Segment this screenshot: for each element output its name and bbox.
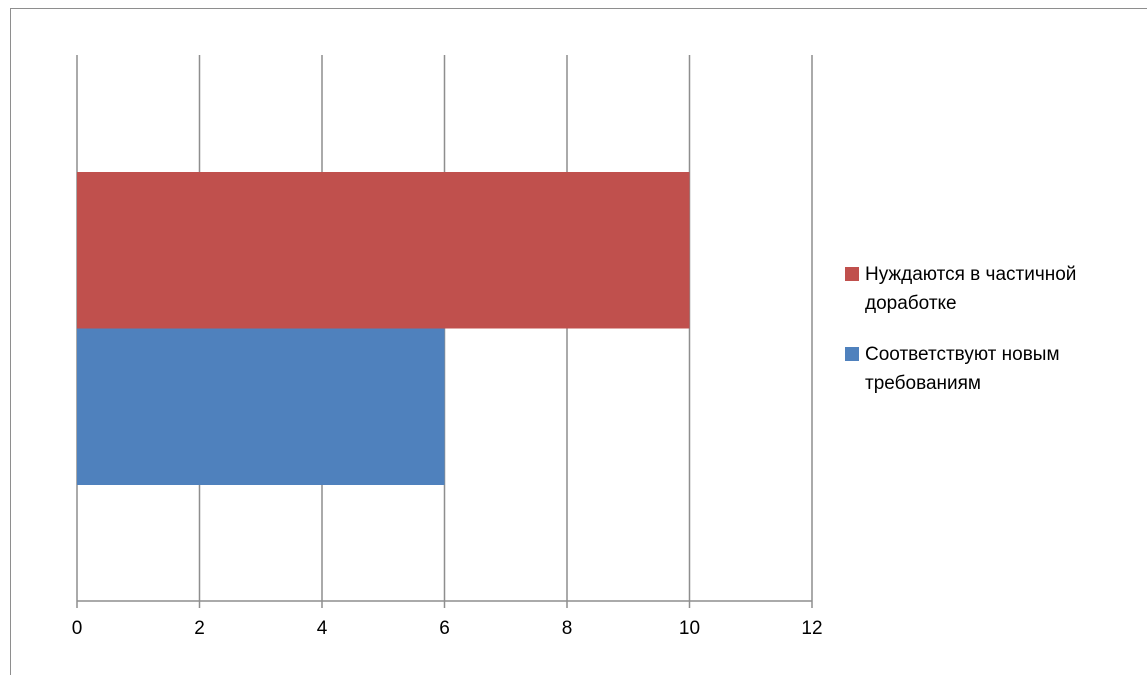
tick-label-12: 12 <box>801 618 822 639</box>
legend-swatch-1 <box>845 267 859 281</box>
legend-swatch-0 <box>845 347 859 361</box>
tick-label-10: 10 <box>679 618 700 639</box>
tick-label-6: 6 <box>439 618 450 639</box>
bar-series-0 <box>77 328 445 485</box>
legend: Нуждаются в частичной доработке Соответств… <box>845 264 1076 394</box>
legend-entry-0: Соответствуют новым требованиям <box>845 344 1060 394</box>
tick-label-8: 8 <box>562 618 573 639</box>
legend-label-0-line-1: требованиям <box>865 373 981 394</box>
bars <box>77 172 690 485</box>
legend-label-1-line-1: доработке <box>865 293 957 314</box>
x-axis-ticks: 0 2 4 6 8 10 12 <box>72 601 823 639</box>
tick-label-4: 4 <box>317 618 328 639</box>
legend-label-1-line-0: Нуждаются в частичной <box>865 264 1076 285</box>
tick-label-0: 0 <box>72 618 83 639</box>
legend-entry-1: Нуждаются в частичной доработке <box>845 264 1076 314</box>
legend-label-0-line-0: Соответствуют новым <box>865 344 1060 365</box>
bar-series-1 <box>77 172 690 329</box>
tick-label-2: 2 <box>194 618 205 639</box>
